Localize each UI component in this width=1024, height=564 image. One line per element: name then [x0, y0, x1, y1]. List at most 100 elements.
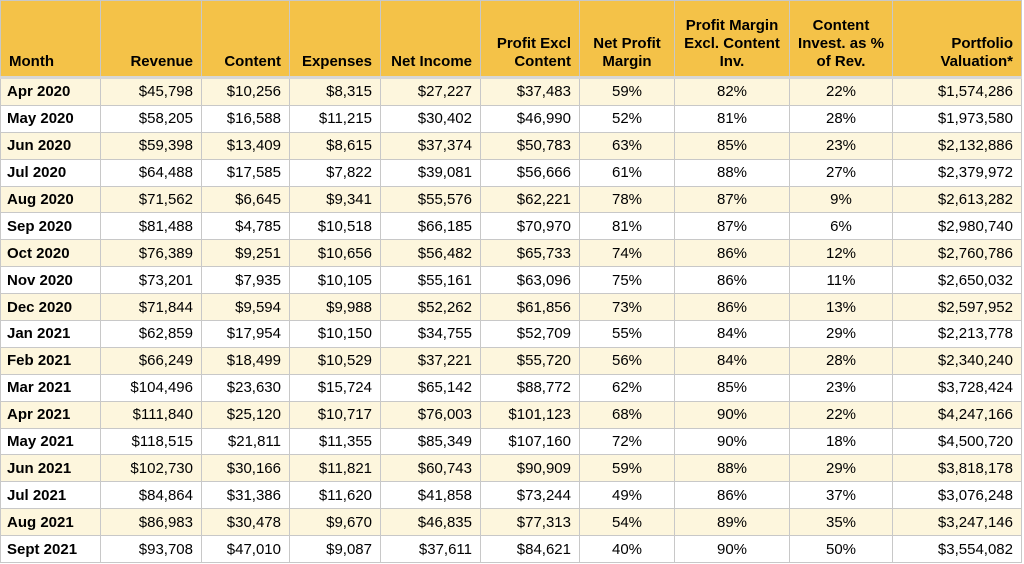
- table-cell[interactable]: $46,835: [380, 508, 481, 537]
- table-cell[interactable]: 81%: [674, 104, 790, 133]
- table-cell[interactable]: $56,666: [480, 158, 580, 187]
- table-cell[interactable]: $27,227: [380, 77, 481, 106]
- table-cell[interactable]: $84,864: [100, 481, 202, 510]
- table-cell[interactable]: 55%: [579, 320, 675, 348]
- table-cell[interactable]: $3,076,248: [892, 481, 1022, 510]
- table-cell[interactable]: $21,811: [201, 427, 290, 456]
- table-cell[interactable]: $16,588: [201, 104, 290, 133]
- table-cell[interactable]: $13,409: [201, 131, 290, 160]
- table-cell[interactable]: $10,256: [201, 77, 290, 106]
- table-cell[interactable]: $7,935: [201, 266, 290, 295]
- month-cell[interactable]: Jul 2020: [0, 158, 101, 187]
- table-cell[interactable]: 22%: [789, 400, 893, 429]
- month-cell[interactable]: Dec 2020: [0, 293, 101, 322]
- table-cell[interactable]: $41,858: [380, 481, 481, 510]
- table-cell[interactable]: $107,160: [480, 427, 580, 456]
- table-cell[interactable]: $61,856: [480, 293, 580, 322]
- table-cell[interactable]: 68%: [579, 400, 675, 429]
- table-cell[interactable]: $8,315: [289, 77, 381, 106]
- table-cell[interactable]: 52%: [579, 104, 675, 133]
- table-cell[interactable]: 28%: [789, 104, 893, 133]
- table-cell[interactable]: 86%: [674, 239, 790, 268]
- table-cell[interactable]: 59%: [579, 77, 675, 106]
- table-cell[interactable]: $30,478: [201, 508, 290, 537]
- table-cell[interactable]: $70,970: [480, 212, 580, 241]
- table-cell[interactable]: $65,733: [480, 239, 580, 268]
- table-cell[interactable]: $71,844: [100, 293, 202, 322]
- table-cell[interactable]: $9,251: [201, 239, 290, 268]
- table-cell[interactable]: $50,783: [480, 131, 580, 160]
- table-cell[interactable]: $81,488: [100, 212, 202, 241]
- table-cell[interactable]: 54%: [579, 508, 675, 537]
- table-cell[interactable]: $34,755: [380, 320, 481, 348]
- table-cell[interactable]: 12%: [789, 239, 893, 268]
- table-cell[interactable]: 29%: [789, 454, 893, 483]
- table-cell[interactable]: 37%: [789, 481, 893, 510]
- table-cell[interactable]: $37,221: [380, 346, 481, 375]
- month-cell[interactable]: Jun 2020: [0, 131, 101, 160]
- table-cell[interactable]: $23,630: [201, 373, 290, 402]
- table-cell[interactable]: $55,576: [380, 185, 481, 214]
- table-cell[interactable]: $15,724: [289, 373, 381, 402]
- table-cell[interactable]: $71,562: [100, 185, 202, 214]
- table-cell[interactable]: $4,500,720: [892, 427, 1022, 456]
- table-cell[interactable]: $64,488: [100, 158, 202, 187]
- table-cell[interactable]: 89%: [674, 508, 790, 537]
- column-header[interactable]: Profit Excl Content: [480, 0, 580, 78]
- table-cell[interactable]: $3,818,178: [892, 454, 1022, 483]
- table-cell[interactable]: 87%: [674, 185, 790, 214]
- table-cell[interactable]: $2,597,952: [892, 293, 1022, 322]
- month-cell[interactable]: Oct 2020: [0, 239, 101, 268]
- table-cell[interactable]: $10,656: [289, 239, 381, 268]
- month-cell[interactable]: Apr 2020: [0, 77, 101, 106]
- table-cell[interactable]: $7,822: [289, 158, 381, 187]
- table-cell[interactable]: 35%: [789, 508, 893, 537]
- table-cell[interactable]: $37,483: [480, 77, 580, 106]
- table-cell[interactable]: 27%: [789, 158, 893, 187]
- column-header[interactable]: Portfolio Valuation*: [892, 0, 1022, 78]
- table-cell[interactable]: $90,909: [480, 454, 580, 483]
- table-cell[interactable]: $55,720: [480, 346, 580, 375]
- table-cell[interactable]: $9,670: [289, 508, 381, 537]
- table-cell[interactable]: $62,859: [100, 320, 202, 348]
- table-cell[interactable]: $66,249: [100, 346, 202, 375]
- table-cell[interactable]: $1,973,580: [892, 104, 1022, 133]
- table-cell[interactable]: 23%: [789, 373, 893, 402]
- table-cell[interactable]: $88,772: [480, 373, 580, 402]
- table-cell[interactable]: 50%: [789, 535, 893, 564]
- table-cell[interactable]: $46,990: [480, 104, 580, 133]
- table-cell[interactable]: 61%: [579, 158, 675, 187]
- table-cell[interactable]: $11,821: [289, 454, 381, 483]
- table-cell[interactable]: $10,105: [289, 266, 381, 295]
- table-cell[interactable]: 73%: [579, 293, 675, 322]
- table-cell[interactable]: 84%: [674, 346, 790, 375]
- column-header[interactable]: Month: [0, 0, 101, 78]
- column-header[interactable]: Revenue: [100, 0, 202, 78]
- column-header[interactable]: Net Profit Margin: [579, 0, 675, 78]
- table-cell[interactable]: $76,003: [380, 400, 481, 429]
- table-cell[interactable]: $86,983: [100, 508, 202, 537]
- table-cell[interactable]: $17,954: [201, 320, 290, 348]
- table-cell[interactable]: 75%: [579, 266, 675, 295]
- table-cell[interactable]: $18,499: [201, 346, 290, 375]
- table-cell[interactable]: $10,150: [289, 320, 381, 348]
- table-cell[interactable]: 90%: [674, 535, 790, 564]
- table-cell[interactable]: 13%: [789, 293, 893, 322]
- table-cell[interactable]: $104,496: [100, 373, 202, 402]
- table-cell[interactable]: $39,081: [380, 158, 481, 187]
- month-cell[interactable]: Mar 2021: [0, 373, 101, 402]
- table-cell[interactable]: $4,785: [201, 212, 290, 241]
- table-cell[interactable]: $55,161: [380, 266, 481, 295]
- table-cell[interactable]: 82%: [674, 77, 790, 106]
- month-cell[interactable]: May 2020: [0, 104, 101, 133]
- table-cell[interactable]: $2,132,886: [892, 131, 1022, 160]
- table-cell[interactable]: 86%: [674, 266, 790, 295]
- table-cell[interactable]: $77,313: [480, 508, 580, 537]
- table-cell[interactable]: $8,615: [289, 131, 381, 160]
- table-cell[interactable]: $11,215: [289, 104, 381, 133]
- table-cell[interactable]: $111,840: [100, 400, 202, 429]
- month-cell[interactable]: Apr 2021: [0, 400, 101, 429]
- table-cell[interactable]: 81%: [579, 212, 675, 241]
- table-cell[interactable]: 86%: [674, 481, 790, 510]
- table-cell[interactable]: $30,402: [380, 104, 481, 133]
